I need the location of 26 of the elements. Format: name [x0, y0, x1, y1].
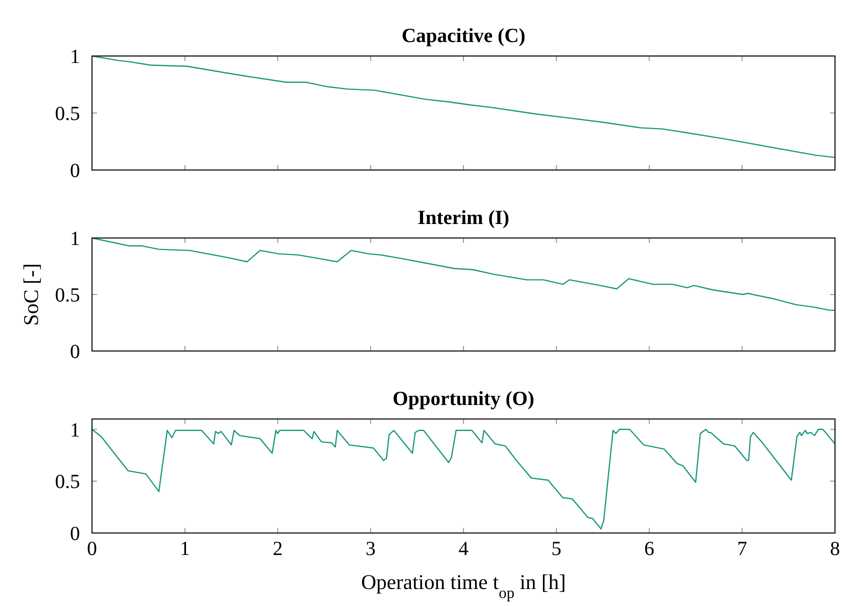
x-tick-label: 1: [180, 538, 190, 560]
y-tick-label: 0: [70, 523, 80, 545]
x-tick-label: 5: [551, 538, 562, 560]
x-tick-label: 6: [644, 538, 654, 560]
y-tick-label: 0: [70, 341, 80, 363]
y-tick-label: 1: [70, 419, 80, 442]
y-axis-title: SoC [-]: [19, 263, 43, 326]
x-tick-label: 7: [737, 538, 748, 560]
y-tick-label: 1: [70, 46, 80, 68]
chart-title: Capacitive (C): [402, 25, 526, 47]
x-axis-title: Operation time t$_{op}$ in [h]: [361, 570, 566, 602]
line-series: [91, 55, 836, 158]
y-tick-label: 0.5: [55, 284, 80, 306]
line-series: [91, 237, 836, 311]
x-tick-label: 4: [458, 538, 468, 560]
y-tick-label: 0.5: [55, 103, 80, 125]
y-tick-label: 0: [70, 160, 80, 182]
chart-title: Interim (I): [418, 207, 510, 229]
x-tick-label: 3: [366, 538, 376, 560]
x-tick-label: 8: [830, 538, 840, 560]
x-tick-label: 2: [272, 538, 283, 560]
line-series: [91, 428, 836, 530]
x-tick-label: 0: [87, 538, 97, 560]
y-tick-label: 0.5: [55, 471, 80, 494]
y-tick-label: 1: [70, 228, 80, 250]
chart-title: Opportunity (O): [392, 388, 534, 410]
